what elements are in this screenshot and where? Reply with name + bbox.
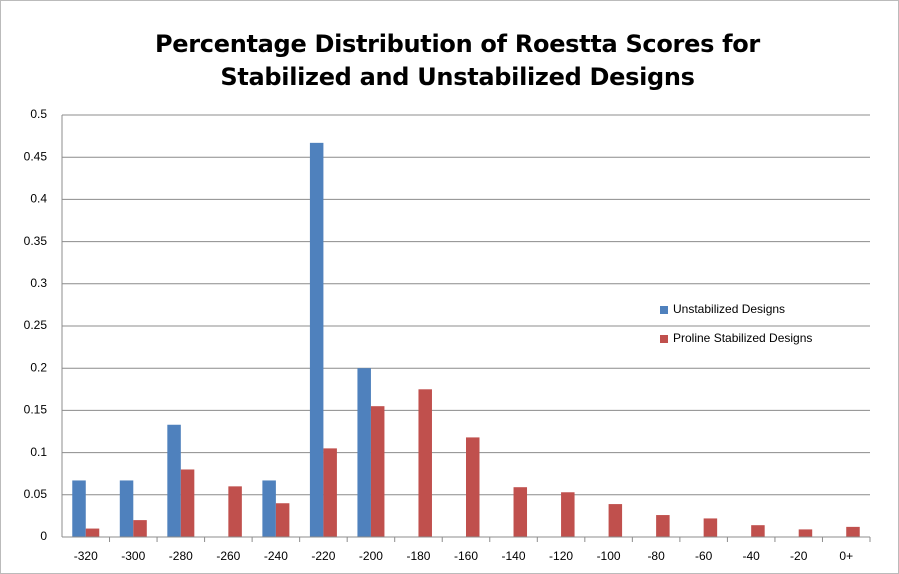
x-tick-label: -320 [74,549,98,563]
y-tick-label: 0.2 [30,360,47,374]
legend-label: Proline Stabilized Designs [673,331,812,345]
bar [703,518,718,537]
y-tick-label: 0.1 [30,445,47,459]
x-tick-label: -160 [454,549,478,563]
y-tick-label: 0.3 [30,276,47,290]
y-tick-label: 0.05 [24,487,48,501]
x-tick-label: -300 [121,549,145,563]
x-tick-label: -260 [216,549,240,563]
bar [370,406,385,537]
x-tick-label: -240 [264,549,288,563]
bar [561,492,575,537]
x-tick-label: -180 [406,549,430,563]
chart-title: Percentage Distribution of Roestta Score… [155,30,760,91]
x-tick-label: -200 [359,549,383,563]
x-tick-label: -60 [695,549,713,563]
y-tick-label: 0.45 [24,149,48,163]
legend-swatch [660,335,668,343]
y-tick-label: 0.4 [30,192,47,206]
bar [262,480,276,537]
legend-swatch [660,306,668,314]
x-tick-label: -40 [743,549,761,563]
bar [167,424,181,537]
bar [119,480,134,537]
bar [357,368,371,537]
y-tick-label: 0 [40,529,47,543]
x-tick-label: -220 [311,549,335,563]
bar [228,486,242,537]
x-tick-label: -100 [597,549,621,563]
x-tick-label: -20 [790,549,808,563]
bar [798,529,813,537]
bar [751,525,765,537]
y-tick-label: 0.5 [30,107,47,121]
bar [513,487,528,537]
bar [72,480,86,537]
x-tick-label: -120 [549,549,573,563]
bar [85,528,100,537]
x-tick-label: -280 [169,549,193,563]
bar [656,515,670,537]
bar [133,520,147,537]
bar [466,437,480,537]
legend-label: Unstabilized Designs [673,302,785,316]
bar [418,389,432,537]
bar [275,503,290,537]
y-tick-label: 0.15 [24,403,48,417]
bar [180,469,195,537]
x-tick-label: 0+ [839,549,853,563]
bar [323,448,337,537]
y-tick-label: 0.35 [24,234,48,248]
bar [608,504,623,537]
bar [846,526,860,537]
y-tick-label: 0.25 [24,318,48,332]
x-tick-label: -140 [502,549,526,563]
bar [309,142,324,538]
x-tick-label: -80 [647,549,665,563]
